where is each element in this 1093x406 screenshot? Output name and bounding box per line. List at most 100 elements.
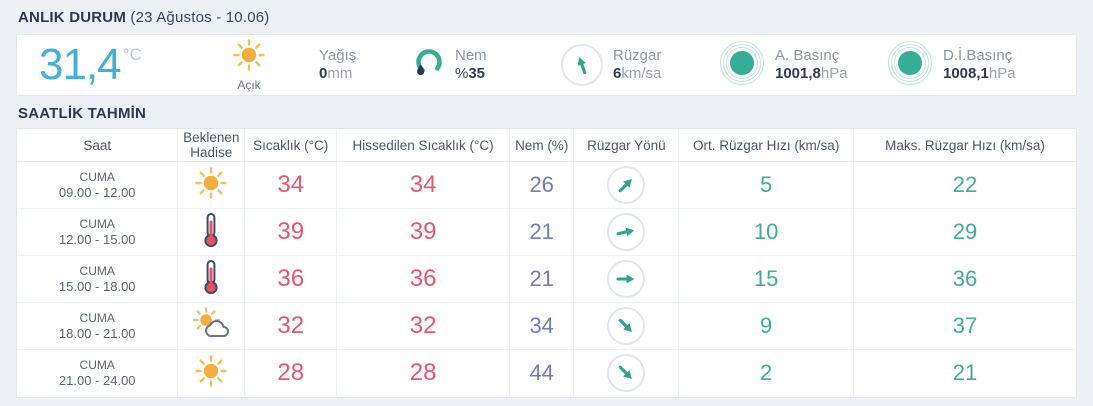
temperature-cell: 39 <box>244 208 338 256</box>
time-range: 15.00 - 18.00 <box>58 278 136 294</box>
time-cell: CUMA 18.00 - 21.00 <box>17 302 179 350</box>
current-temperature: 31,4 °C <box>31 39 203 91</box>
humidity-cell: 21 <box>509 255 575 303</box>
day-label: CUMA <box>79 310 115 325</box>
col-nem: Nem (%) <box>509 129 575 162</box>
forecast-title: SAATLİK TAHMİN <box>18 105 147 122</box>
col-beklenen-hadise: Beklenen Hadise <box>177 129 246 162</box>
day-label: CUMA <box>79 169 115 184</box>
day-label: CUMA <box>79 216 115 231</box>
avg-wind-speed-cell: 5 <box>678 161 855 209</box>
humidity-value: 35 <box>468 65 486 82</box>
col-saat: Saat <box>17 129 179 162</box>
max-wind-speed-cell: 29 <box>853 208 1076 256</box>
wind-arrow-icon <box>609 309 643 343</box>
hourly-forecast-table: Saat Beklenen Hadise Sıcaklık (°C) Hisse… <box>16 128 1077 398</box>
humidity-metric: Nem %35 <box>413 47 561 84</box>
sealevel-pressure-metric: D.İ.Basınç 1008,1hPa <box>887 40 1055 91</box>
temperature-cell: 32 <box>244 302 338 350</box>
wind-direction-cell <box>573 255 680 303</box>
expected-condition-cell <box>177 208 246 256</box>
day-label: CUMA <box>79 263 115 278</box>
precipitation-unit: mm <box>327 65 353 82</box>
pressure-value: 1001,8 <box>775 65 821 82</box>
wind-direction-cell <box>573 349 680 397</box>
avg-wind-speed-cell: 15 <box>678 255 855 303</box>
day-label: CUMA <box>79 357 115 372</box>
temperature-cell: 36 <box>244 255 338 303</box>
time-range: 09.00 - 12.00 <box>58 184 136 200</box>
wind-arrow-icon <box>609 356 643 390</box>
feels-like-cell: 28 <box>336 349 510 397</box>
thermometer-icon <box>203 259 219 295</box>
wind-unit: km/sa <box>621 65 662 82</box>
feels-like-cell: 32 <box>336 302 510 350</box>
col-sicaklik: Sıcaklık (°C) <box>244 129 338 162</box>
time-range: 18.00 - 21.00 <box>58 325 136 341</box>
forecast-section-header: SAATLİK TAHMİN <box>0 96 1093 128</box>
wind-direction-circle <box>607 213 646 251</box>
time-range: 21.00 - 24.00 <box>58 372 136 388</box>
pressure-icon <box>719 40 765 91</box>
expected-condition-cell <box>177 161 246 209</box>
humidity-cell: 44 <box>509 349 575 397</box>
table-row: CUMA 15.00 - 18.00 36 36 21 15 36 <box>17 255 1076 303</box>
time-cell: CUMA 12.00 - 15.00 <box>17 208 179 256</box>
expected-condition-cell <box>177 302 246 350</box>
wind-direction-circle <box>607 166 646 204</box>
temperature-cell: 28 <box>244 349 338 397</box>
feels-like-cell: 39 <box>336 208 510 256</box>
humidity-cell: 21 <box>509 208 575 256</box>
sun-cloud-icon <box>191 306 231 341</box>
precipitation-label: Yağış <box>319 47 357 64</box>
max-wind-speed-cell: 37 <box>853 302 1076 350</box>
wind-value: 6 <box>613 65 622 82</box>
wind-arrow-icon <box>609 168 643 202</box>
humidity-gauge-icon <box>413 47 445 84</box>
current-title: ANLIK DURUM <box>18 9 127 26</box>
time-range: 12.00 - 15.00 <box>58 231 136 247</box>
expected-condition-cell <box>177 255 246 303</box>
current-conditions-card: 31,4 °C Açık Yağış 0mm Nem %35 <box>16 34 1077 96</box>
wind-direction-circle <box>607 260 646 298</box>
max-wind-speed-cell: 21 <box>952 360 978 386</box>
wind-direction-circle <box>607 307 646 345</box>
precipitation-value: 0 <box>319 65 328 82</box>
pressure-label: A. Basınç <box>775 47 840 64</box>
wind-metric: Rüzgar 6km/sa <box>561 44 719 86</box>
sealevel-pressure-unit: hPa <box>988 65 1016 82</box>
sun-icon <box>194 354 228 388</box>
col-ort-ruzgar: Ort. Rüzgar Hızı (km/sa) <box>678 129 855 162</box>
time-cell: CUMA 09.00 - 12.00 <box>17 161 179 209</box>
humidity-cell: 26 <box>509 161 575 209</box>
current-date: (23 Ağustos - 10.06) <box>130 9 270 26</box>
time-cell: CUMA 15.00 - 18.00 <box>17 255 179 303</box>
wind-direction-cell <box>573 161 680 209</box>
col-hissedilen: Hissedilen Sıcaklık (°C) <box>336 129 510 162</box>
wind-arrow-icon <box>614 267 638 291</box>
sun-icon <box>232 39 266 76</box>
wind-arrow-icon <box>567 50 598 81</box>
col-maks-ruzgar: Maks. Rüzgar Hızı (km/sa) <box>853 129 1076 162</box>
precipitation-metric: Yağış 0mm <box>295 47 413 83</box>
current-condition: Açık <box>203 38 295 92</box>
wind-arrow-icon <box>612 218 640 246</box>
temperature-cell: 34 <box>244 161 338 209</box>
avg-wind-speed-cell: 9 <box>678 302 855 350</box>
feels-like-cell: 34 <box>336 161 510 209</box>
max-wind-speed-cell: 22 <box>853 161 1076 209</box>
wind-direction-circle <box>607 354 646 393</box>
current-section-header: ANLIK DURUM (23 Ağustos - 10.06) <box>0 0 1093 32</box>
table-header-row: Saat Beklenen Hadise Sıcaklık (°C) Hisse… <box>17 129 1076 162</box>
wind-direction-cell <box>573 208 680 256</box>
wind-direction-icon <box>561 44 603 86</box>
pressure-unit: hPa <box>820 65 848 82</box>
feels-like-cell: 36 <box>336 255 510 303</box>
wind-direction-cell <box>573 302 680 350</box>
pressure-metric: A. Basınç 1001,8hPa <box>719 40 887 91</box>
thermometer-icon <box>203 212 219 248</box>
avg-wind-speed-cell: 2 <box>678 349 855 397</box>
condition-label: Açık <box>237 78 261 92</box>
table-row: CUMA 21.00 - 24.00 28 28 44 2 21 <box>17 349 1076 397</box>
max-wind-speed-cell: 36 <box>853 255 1076 303</box>
